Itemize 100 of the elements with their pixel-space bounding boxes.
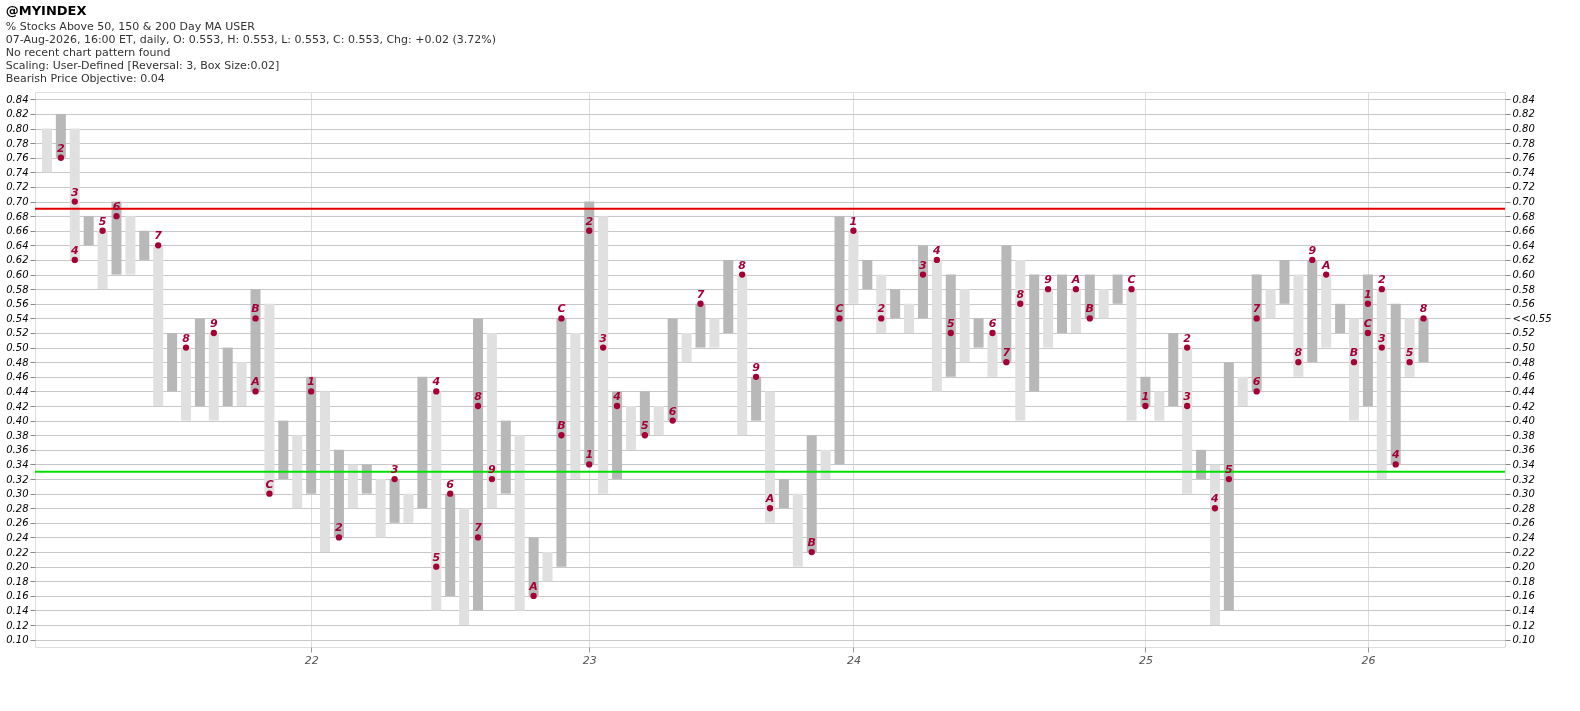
- y-tick-label: 0.48: [6, 356, 29, 368]
- y2-tick-label: 0.48: [1512, 356, 1535, 368]
- chart-subtitle: % Stocks Above 50, 150 & 200 Day MA USER: [5, 20, 256, 33]
- bar: [361, 464, 372, 494]
- text: A: [765, 492, 775, 506]
- text: B: [1349, 346, 1359, 360]
- y-tick-label: 0.22: [6, 546, 29, 558]
- point: [1183, 402, 1191, 410]
- bar: [1154, 391, 1165, 421]
- text: 1: [585, 448, 594, 462]
- bar: [931, 259, 942, 392]
- x-tick-label: 22: [304, 653, 319, 667]
- bar: [1376, 289, 1387, 480]
- y-tick-label: 0.68: [6, 210, 29, 222]
- point: [1406, 359, 1413, 366]
- y-tick-label: 0.80: [6, 123, 29, 135]
- bar: [1126, 289, 1137, 421]
- y-tick-label: 0.34: [6, 458, 29, 470]
- bar: [820, 449, 831, 480]
- bar: [876, 274, 887, 333]
- y-tick-label: 0.18: [6, 575, 29, 587]
- point: [447, 490, 454, 497]
- text: 2: [877, 302, 886, 316]
- text: 8: [474, 390, 482, 404]
- point: [488, 475, 496, 483]
- text: No recent chart pattern found: [5, 46, 171, 59]
- bar: [765, 391, 775, 523]
- point: [1225, 475, 1233, 483]
- point: [836, 315, 843, 322]
- point: [558, 432, 565, 439]
- point: [766, 505, 774, 512]
- y2-tick-label: <<0.55: [1512, 312, 1552, 324]
- point: [613, 402, 621, 410]
- bar: [625, 406, 636, 450]
- y-tick-label: 0.58: [6, 283, 29, 295]
- bar: [556, 318, 567, 567]
- point: [99, 227, 106, 234]
- point: [752, 373, 760, 380]
- text: 4: [613, 390, 621, 404]
- point: [433, 563, 440, 570]
- text: 9: [209, 316, 218, 330]
- y-tick-label: 0.66: [6, 225, 29, 237]
- bar: [528, 537, 539, 596]
- bar: [1362, 274, 1373, 407]
- bar: [667, 318, 678, 421]
- bar: [1098, 289, 1109, 319]
- point: [1017, 300, 1024, 307]
- bar: [1112, 274, 1123, 304]
- bar: [695, 303, 706, 348]
- text: B: [557, 419, 566, 433]
- text: B: [1085, 302, 1094, 316]
- y-tick-label: 0.38: [6, 429, 29, 441]
- bar: [1001, 245, 1012, 363]
- bar: [570, 332, 581, 480]
- point: [1309, 256, 1316, 264]
- point: [391, 475, 398, 483]
- y2-tick-label: 0.18: [1512, 575, 1535, 587]
- point: [1350, 359, 1358, 366]
- bar: [167, 332, 178, 392]
- bar: [1168, 332, 1179, 407]
- y2-tick-label: 0.44: [1512, 385, 1535, 397]
- text: 1: [1141, 390, 1150, 404]
- bar: [1209, 464, 1220, 626]
- bar: [306, 376, 317, 494]
- point: [335, 534, 343, 541]
- y2-tick-label: 0.46: [1512, 371, 1535, 383]
- point: [919, 271, 927, 278]
- point: [947, 329, 954, 337]
- bar: [751, 376, 762, 421]
- y-tick-label: 0.84: [6, 93, 29, 105]
- bar: [834, 216, 845, 465]
- text: 7: [474, 521, 482, 535]
- text: 1: [307, 375, 315, 389]
- bar: [431, 391, 442, 611]
- y2-tick-label: 0.10: [1512, 634, 1535, 646]
- y2-tick-label: 0.84: [1512, 93, 1535, 105]
- bar: [1307, 259, 1318, 363]
- bar: [612, 391, 623, 480]
- bar: [445, 493, 456, 596]
- series-label: 4: [431, 375, 441, 389]
- text: 8: [1016, 287, 1025, 301]
- text: 5: [432, 550, 441, 564]
- series-label: C: [1363, 316, 1372, 330]
- point: [530, 592, 537, 600]
- y2-tick-label: 0.16: [1512, 590, 1535, 602]
- bar: [792, 493, 803, 567]
- text: 6: [988, 316, 997, 330]
- text: 5: [946, 316, 955, 330]
- bar: [111, 201, 122, 275]
- bar: [1321, 274, 1332, 348]
- y-tick-label: 0.42: [6, 400, 29, 412]
- bar: [514, 435, 525, 611]
- y-tick-label: 0.74: [6, 166, 29, 178]
- y2-tick-label: 0.14: [1512, 604, 1535, 616]
- y-tick-label: 0.54: [6, 312, 29, 324]
- point: [1128, 286, 1135, 293]
- series-label: 7: [696, 287, 705, 301]
- bar: [1265, 289, 1276, 319]
- point: [1072, 286, 1080, 293]
- y-tick-label: 0.62: [6, 254, 29, 266]
